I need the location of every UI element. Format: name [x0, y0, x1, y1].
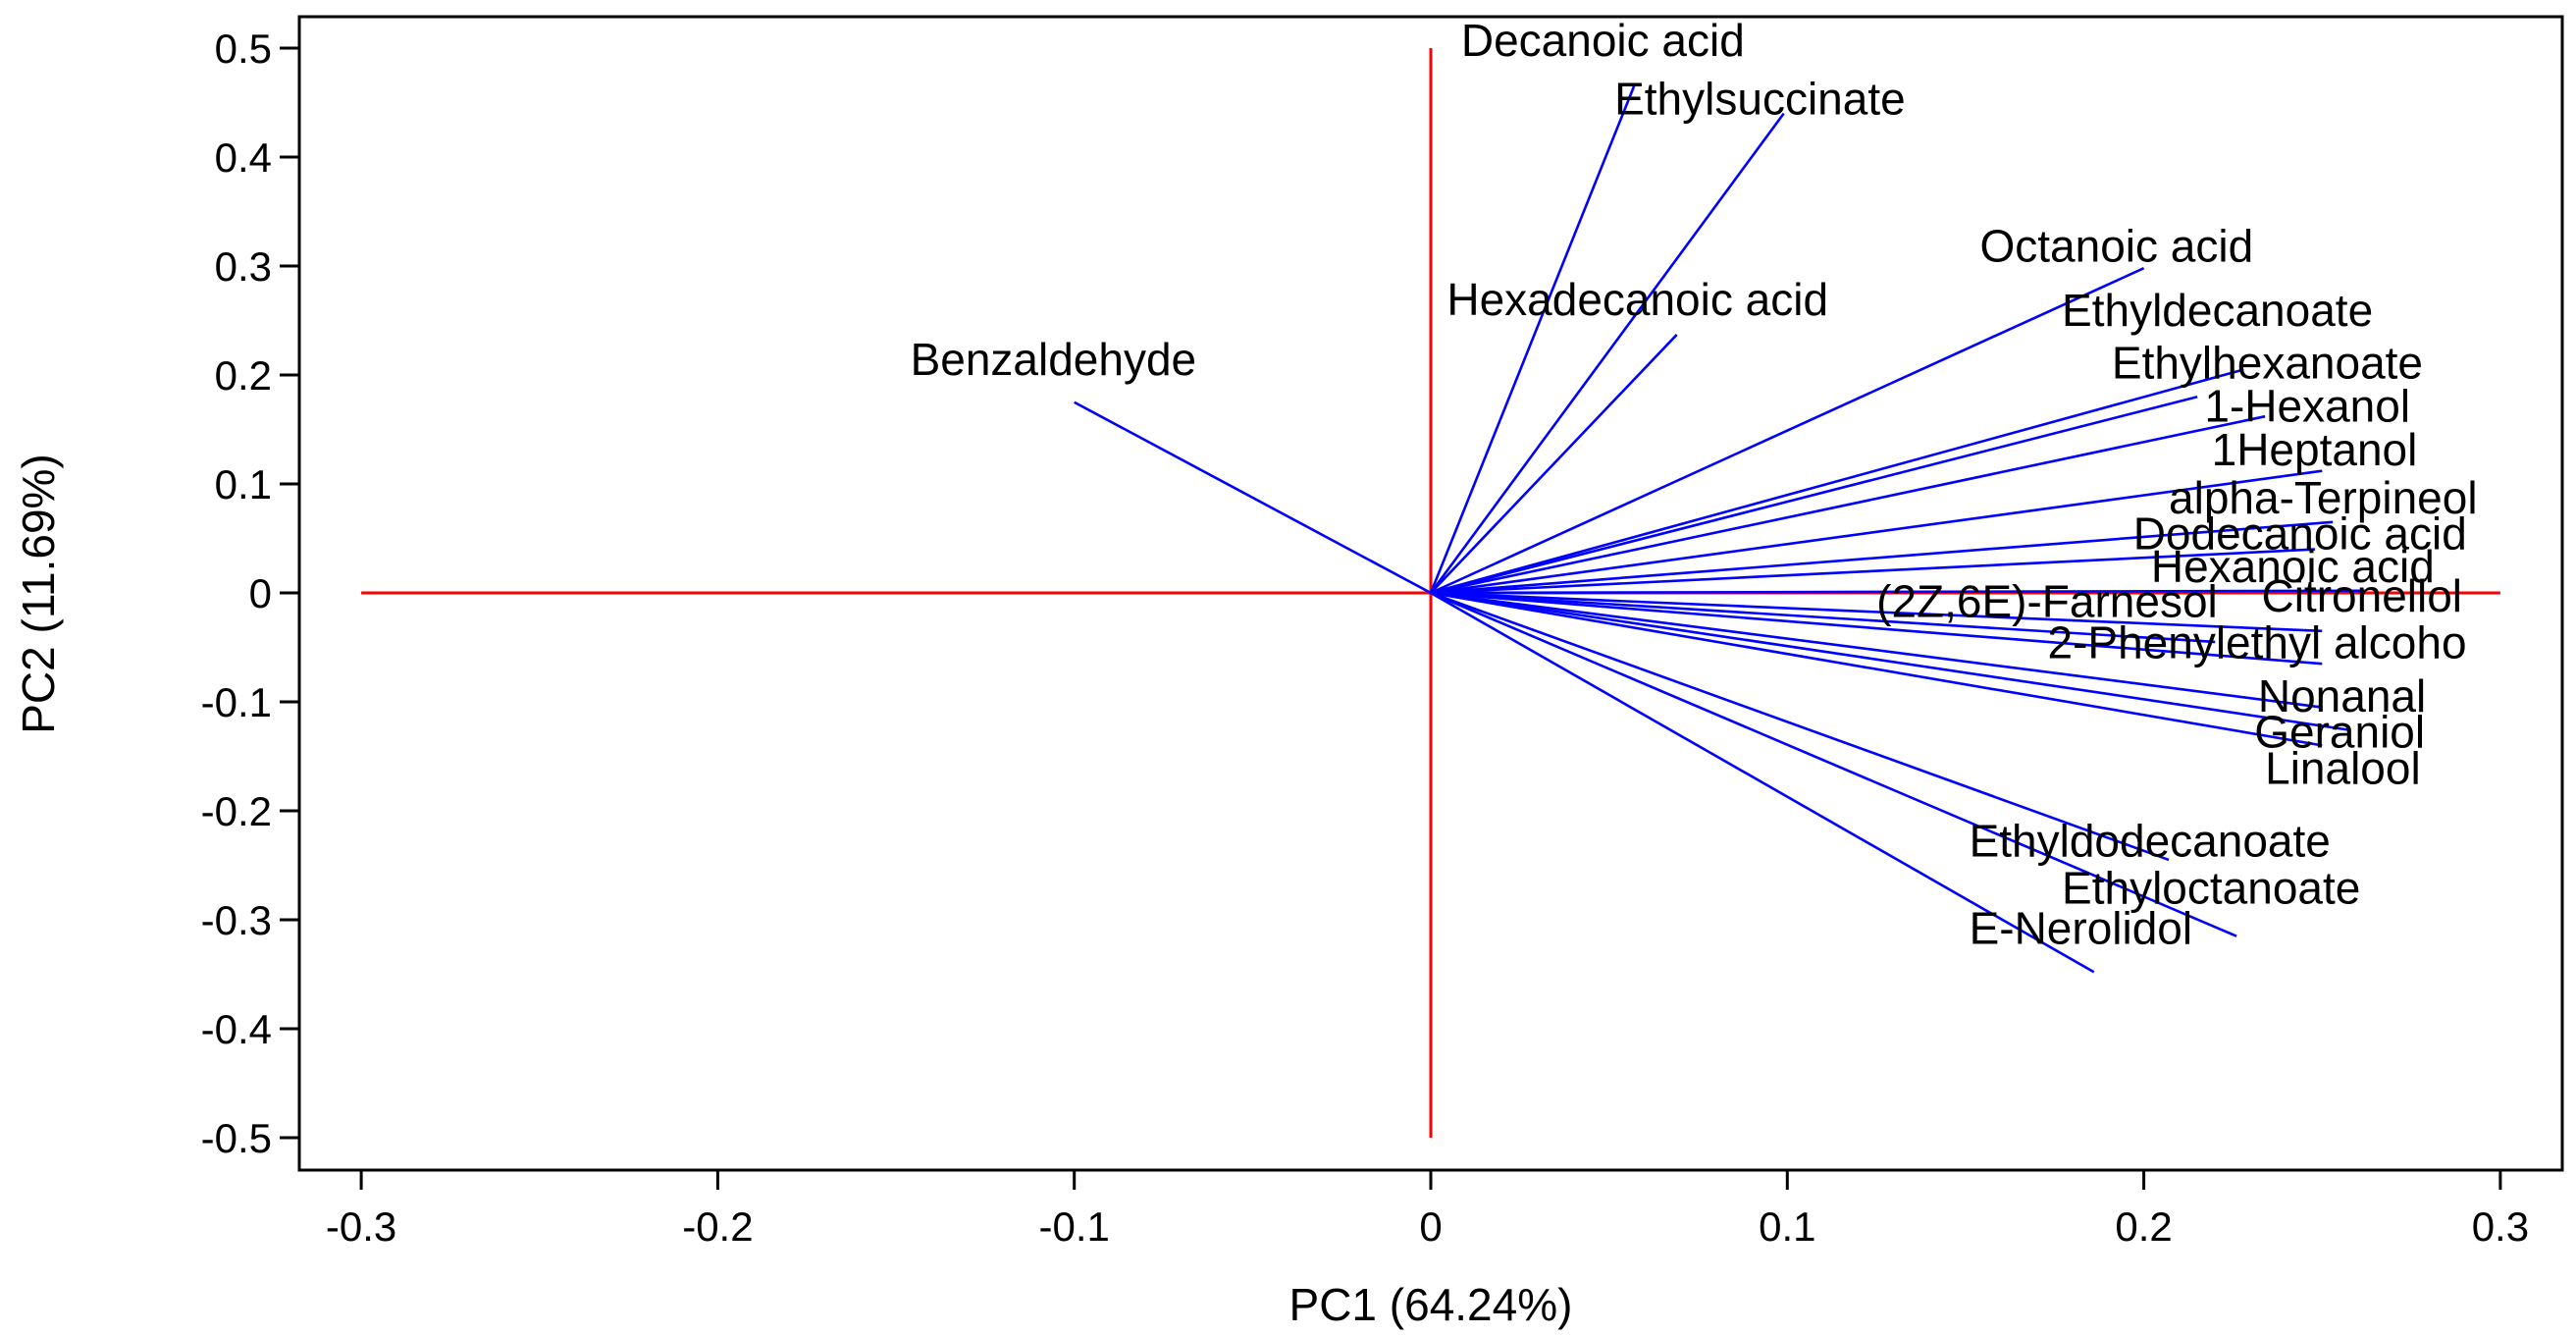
variable-label: Linalool: [2265, 742, 2421, 793]
variable-label: (2Z,6E)-Farnesol: [1876, 575, 2218, 626]
y-tick-label: -0.3: [201, 897, 272, 943]
variable-label: Ethylsuccinate: [1614, 74, 1906, 125]
x-tick-label: -0.3: [326, 1203, 396, 1250]
x-axis-title: PC1 (64.24%): [1289, 1279, 1573, 1330]
loading-vector: [1430, 589, 2365, 595]
x-tick-label: 0.1: [1759, 1203, 1815, 1250]
loading-vector: [1429, 85, 1636, 594]
variable-label: 1Heptanol: [2212, 424, 2418, 475]
loading-vector: [1430, 267, 2145, 595]
x-axis-ticks: -0.3 -0.2 -0.1 0 0.1 0.2 0.3: [326, 1170, 2529, 1250]
variable-label: Geraniol: [2254, 707, 2425, 758]
variable-label: Ethylhexanoate: [2112, 337, 2423, 388]
x-tick-label: -0.2: [682, 1203, 753, 1250]
y-tick-label: 0: [249, 570, 272, 616]
y-tick-label: -0.1: [201, 679, 272, 725]
loading-vector: [1430, 591, 2323, 747]
loading-vector: [1430, 591, 2351, 732]
loading-vector: [1074, 400, 1432, 595]
variable-label: Ethyldecanoate: [2062, 285, 2373, 336]
variable-label: Hexadecanoic acid: [1446, 274, 1828, 325]
variable-labels: Decanoic acid Ethylsuccinate Octanoic acid…: [911, 15, 2478, 954]
variable-label: Citronellol: [2261, 570, 2462, 621]
y-tick-label: 0.5: [215, 26, 272, 72]
y-tick-label: 0.1: [215, 461, 272, 507]
variable-label: E-Nerolidol: [1970, 902, 2193, 953]
y-tick-label: -0.4: [201, 1006, 272, 1052]
loading-vector: [1430, 368, 2244, 595]
loading-vector: [1430, 395, 2198, 595]
loading-vector: [1430, 414, 2266, 595]
variable-label: Benzaldehyde: [911, 334, 1197, 385]
loading-vector: [1430, 520, 2334, 595]
y-axis-ticks: 0.5 0.4 0.3 0.2 0.1 0 -0.1 -0.2 -0.3 -0.4 -0.5: [201, 26, 299, 1161]
y-tick-label: -0.5: [201, 1115, 272, 1161]
y-tick-label: -0.2: [201, 788, 272, 834]
loading-vector: [1430, 591, 2216, 644]
x-tick-label: -0.1: [1039, 1203, 1110, 1250]
loading-vector: [1430, 548, 2316, 595]
variable-label: Ethyldodecanoate: [1970, 816, 2331, 867]
loading-vector: [1430, 591, 2323, 666]
y-tick-label: 0.4: [215, 134, 272, 181]
x-tick-label: 0: [1419, 1203, 1442, 1250]
x-tick-label: 0.3: [2472, 1203, 2529, 1250]
loading-vector: [1430, 469, 2323, 595]
variable-label: Octanoic acid: [1979, 221, 2253, 272]
loading-vectors: [1074, 85, 2365, 974]
loading-vector: [1430, 591, 2323, 709]
loading-vector: [1429, 112, 1785, 594]
variable-label: 2-Phenylethyl alcoho: [2048, 617, 2467, 668]
y-tick-label: 0.2: [215, 352, 272, 399]
variable-label: Decanoic acid: [1461, 15, 1745, 66]
loading-vector: [1430, 334, 1678, 594]
variable-label: Nonanal: [2258, 670, 2426, 721]
loading-vector: [1430, 591, 2095, 974]
loading-vector: [1430, 591, 2170, 862]
loading-vector: [1430, 591, 2237, 937]
y-tick-label: 0.3: [215, 243, 272, 290]
variable-label: 1-Hexanol: [2204, 381, 2410, 432]
variable-label: Dodecanoic acid: [2133, 508, 2467, 560]
x-tick-label: 0.2: [2115, 1203, 2172, 1250]
variable-label: Ethyloctanoate: [2062, 862, 2360, 913]
loading-vector: [1430, 591, 2323, 633]
variable-label: Hexanoic acid: [2151, 541, 2435, 592]
variable-label: alpha-Terpineol: [2169, 472, 2478, 523]
y-axis-title: PC2 (11.69%): [13, 454, 64, 734]
